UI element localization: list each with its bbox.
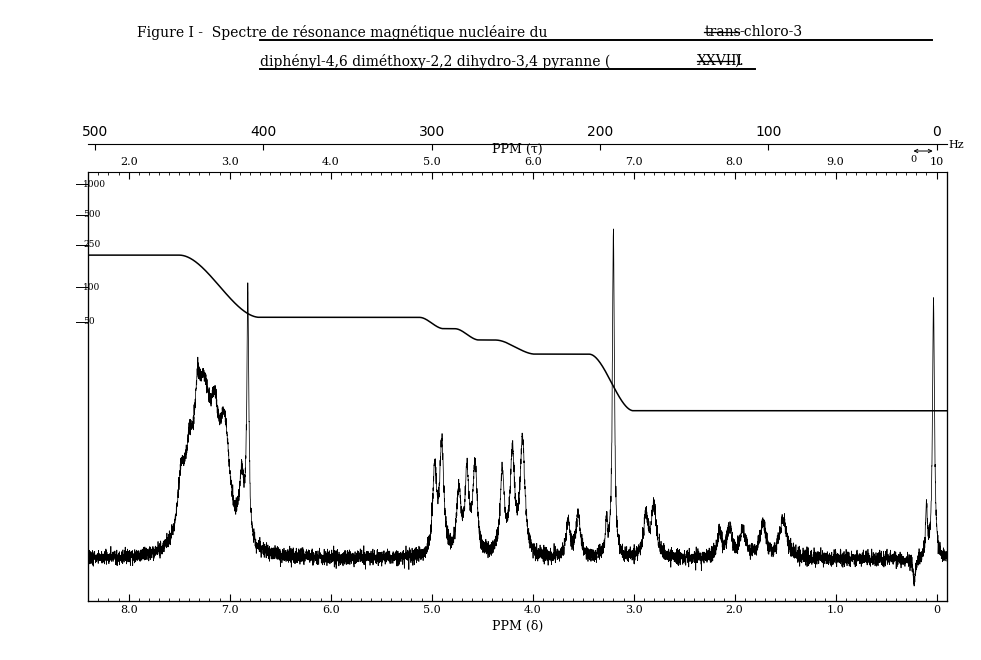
Text: 1000: 1000 — [83, 180, 106, 189]
Text: 500: 500 — [83, 210, 101, 219]
Text: Figure I -  Spectre de résonance magnétique nucléaire du: Figure I - Spectre de résonance magnétiq… — [137, 25, 552, 40]
X-axis label: PPM (τ): PPM (τ) — [492, 143, 542, 156]
Text: 100: 100 — [83, 283, 100, 292]
Text: 250: 250 — [83, 240, 100, 249]
Text: 50: 50 — [83, 317, 95, 326]
Text: trans: trans — [704, 25, 741, 39]
Text: 0: 0 — [910, 155, 916, 164]
Text: XXVIII: XXVIII — [697, 54, 743, 68]
Text: diphényl-4,6 diméthoxy-2,2 dihydro-3,4 pyranne (: diphényl-4,6 diméthoxy-2,2 dihydro-3,4 p… — [260, 54, 610, 69]
X-axis label: PPM (δ): PPM (δ) — [491, 620, 543, 633]
Text: Hz: Hz — [949, 140, 964, 150]
Text: -chloro-3: -chloro-3 — [740, 25, 802, 39]
Text: ).: ). — [734, 54, 744, 68]
